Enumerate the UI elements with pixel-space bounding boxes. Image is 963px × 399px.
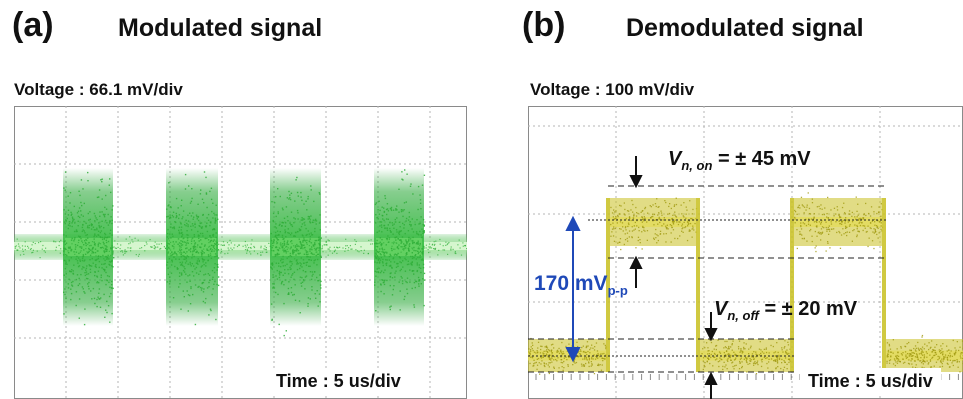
arrow-up-on [629,255,643,269]
arrow-up-off [704,371,718,385]
peak-to-peak-label: 170 mVp-p [534,272,628,299]
panel-b-scope-screen: Vn, on = ± 45 mV Vn, off = ± 20 mV 170 m… [528,106,963,399]
panel-b-title: Demodulated signal [626,14,864,42]
panel-b-time-scale: Time : 5 us/div [800,368,941,395]
panel-a-letter: (a) [12,6,54,44]
arrow-down-on [629,175,643,189]
panel-a-scope-screen: Time : 5 us/div [14,106,467,399]
arrow-down-off [704,328,718,342]
panel-b-letter: (b) [522,6,566,44]
noise-off-label: Vn, off = ± 20 mV [714,298,858,323]
peak-to-peak-arrow [565,215,581,363]
noise-on-label: Vn, on = ± 45 mV [668,148,811,173]
panel-a-trace [14,106,467,399]
panel-a-title: Modulated signal [118,14,323,42]
panel-b-trace [528,106,963,399]
panel-a-time-scale: Time : 5 us/div [268,368,409,395]
panel-b-voltage-scale: Voltage : 100 mV/div [530,80,695,99]
panel-a-voltage-scale: Voltage : 66.1 mV/div [14,80,183,99]
